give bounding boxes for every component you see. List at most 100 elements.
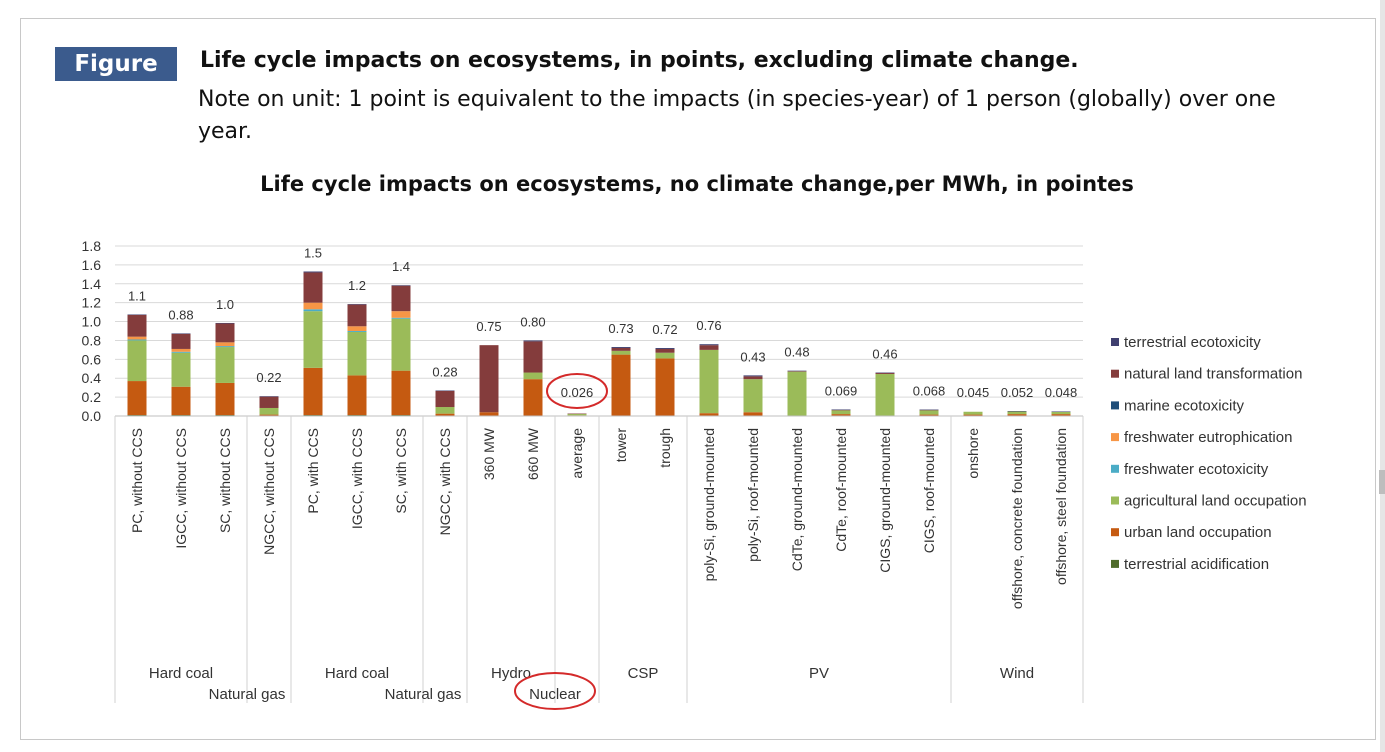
bar-segment [743, 376, 763, 380]
data-label: 0.43 [740, 349, 765, 364]
bar-segment [611, 354, 631, 416]
y-tick-label: 1.0 [82, 314, 102, 330]
bar-segment [523, 379, 543, 416]
data-label: 0.75 [476, 319, 501, 334]
category-label: IGCC, with CCS [349, 428, 365, 529]
bar-segment [347, 304, 367, 327]
bar-segment [391, 285, 411, 286]
data-label: 1.4 [392, 259, 410, 274]
bar-segment [611, 350, 631, 355]
data-label: 0.048 [1045, 385, 1078, 400]
axes [114, 415, 1084, 703]
bar-segment [347, 326, 367, 331]
bar-segment [435, 413, 455, 416]
bar-segment [259, 396, 279, 408]
bar-segment [303, 302, 323, 310]
group-label: Natural gas [385, 686, 462, 703]
category-label: 360 MW [481, 427, 497, 480]
scrollbar-thumb[interactable] [1379, 470, 1385, 494]
category-label: NGCC, without CCS [261, 428, 277, 555]
figure-badge: Figure 49 [55, 47, 177, 111]
bar-segment [787, 370, 807, 372]
bar-segment [127, 314, 147, 315]
bar-segment [479, 412, 499, 416]
bar-segment [479, 345, 499, 413]
bar-segment [391, 370, 411, 416]
bar-segment [963, 411, 983, 415]
bar-segment [655, 348, 675, 349]
bar-segment [391, 317, 411, 319]
bar-segment [171, 386, 191, 416]
scrollbar-track[interactable] [1380, 0, 1385, 752]
bar-segment [215, 342, 235, 347]
bar-segment [215, 346, 235, 348]
legend-label: marine ecotoxicity [1124, 397, 1245, 414]
bar-segment [1007, 411, 1027, 415]
bar-segment [655, 358, 675, 416]
category-label: onshore [965, 428, 981, 479]
legend-swatch [1111, 464, 1119, 473]
category-label: SC, with CCS [393, 428, 409, 514]
y-tick-label: 0.2 [82, 389, 102, 405]
legend-label: agricultural land occupation [1124, 493, 1307, 510]
figure-frame [20, 18, 1376, 740]
data-labels: 1.1 0.88 1.0 0.22 1.5 1.2 1.4 0.28 0.75 0.80 0.026… [128, 246, 1077, 401]
bars [127, 271, 1071, 417]
legend-swatch [1111, 496, 1119, 505]
figure-note: Note on unit: 1 point is equivalent to t… [198, 87, 1276, 144]
bar-segment [347, 304, 367, 305]
bar-segment [303, 272, 323, 303]
category-label: CIGS, roof-mounted [921, 428, 937, 553]
data-label: 1.5 [304, 246, 322, 261]
legend-label: urban land occupation [1124, 524, 1272, 541]
data-label: 0.22 [256, 370, 281, 385]
category-label: poly-Si, roof-mounted [745, 428, 761, 562]
bar-segment [1051, 411, 1071, 412]
bar-segment [259, 414, 279, 416]
category-labels: PC, without CCS IGCC, without CCS SC, with… [129, 427, 1069, 609]
bar-segment [743, 412, 763, 416]
bar-segment [787, 371, 807, 372]
category-label: poly-Si, ground-mounted [701, 428, 717, 581]
bar-segment [919, 409, 939, 411]
y-axis-ticks: 0.0 0.2 0.4 0.6 0.8 1.0 1.2 1.4 1.6 1.8 [82, 238, 102, 424]
data-label: 1.0 [216, 297, 234, 312]
category-label: 660 MW [525, 427, 541, 480]
bar-segment [1007, 411, 1027, 412]
category-label: CIGS, ground-mounted [877, 428, 893, 573]
legend-swatch [1111, 338, 1119, 346]
bar-segment [875, 372, 895, 374]
data-label: 0.069 [825, 383, 858, 398]
group-label: Hard coal [149, 665, 213, 682]
data-label: 0.045 [957, 385, 990, 400]
y-tick-label: 1.2 [82, 295, 102, 311]
bar-segment [303, 367, 323, 416]
category-label: offshore, concrete foundation [1009, 428, 1025, 609]
bar-segment [347, 331, 367, 332]
bar-segment [699, 413, 719, 416]
bar-segment [523, 341, 543, 373]
bar-segment [655, 348, 675, 353]
bar-segment [1051, 411, 1071, 415]
y-tick-label: 1.8 [82, 238, 102, 254]
legend-swatch [1111, 369, 1119, 378]
y-tick-label: 1.6 [82, 257, 102, 273]
bar-segment [171, 333, 191, 349]
bar-segment [347, 331, 367, 376]
bar-segment [963, 414, 983, 416]
legend-swatch [1111, 433, 1119, 442]
legend: terrestrial ecotoxicity natural land tran… [1111, 334, 1307, 573]
data-label: 0.76 [696, 318, 721, 333]
category-label: NGCC, with CCS [437, 428, 453, 535]
bar-segment [127, 314, 147, 337]
legend-swatch [1111, 559, 1119, 568]
category-label: CdTe, ground-mounted [789, 428, 805, 571]
bar-segment [875, 373, 895, 416]
legend-label: natural land transformation [1124, 366, 1302, 383]
bar-segment [303, 271, 323, 273]
bar-segment [127, 339, 147, 341]
y-tick-label: 1.4 [82, 276, 102, 292]
bar-segment [127, 336, 147, 340]
bar-segment [655, 352, 675, 359]
